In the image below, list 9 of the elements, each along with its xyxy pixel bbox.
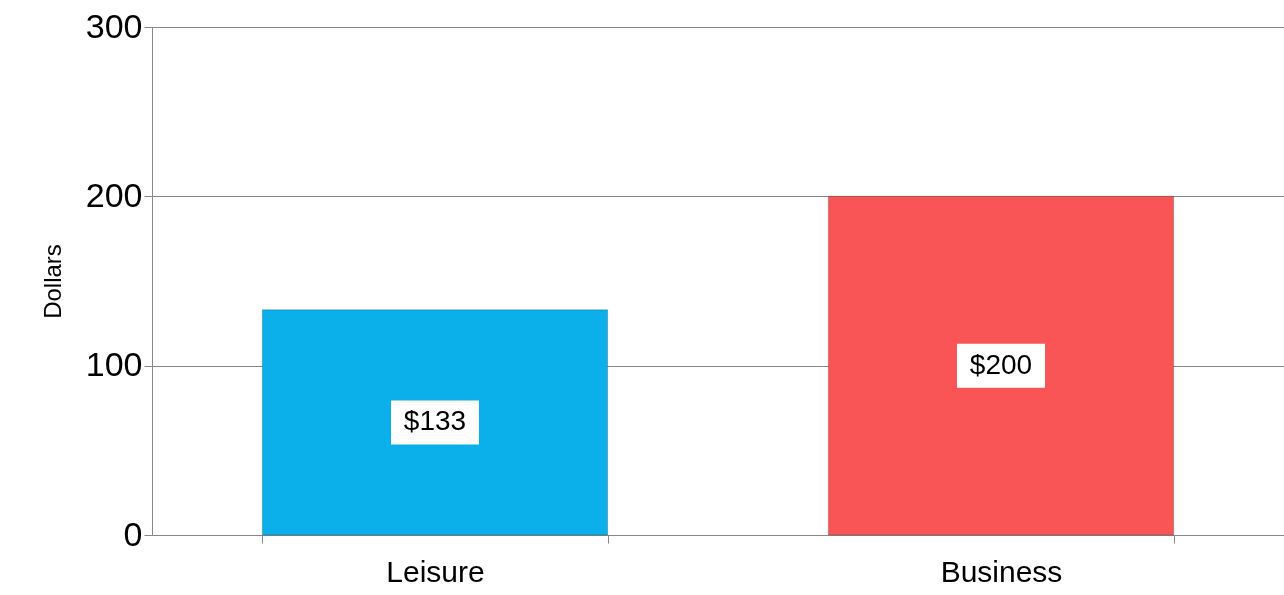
y-tick-label: 0 xyxy=(123,514,143,553)
data-label: $133 xyxy=(403,405,467,437)
data-label: $200 xyxy=(969,348,1033,380)
y-tick-label: 200 xyxy=(85,175,143,214)
y-axis-title: Dollars xyxy=(38,244,66,319)
x-tick-label: Leisure xyxy=(386,554,485,588)
x-tick-label: Business xyxy=(940,554,1063,588)
y-tick-label: 300 xyxy=(85,6,143,45)
y-tick-label: 100 xyxy=(85,345,143,384)
